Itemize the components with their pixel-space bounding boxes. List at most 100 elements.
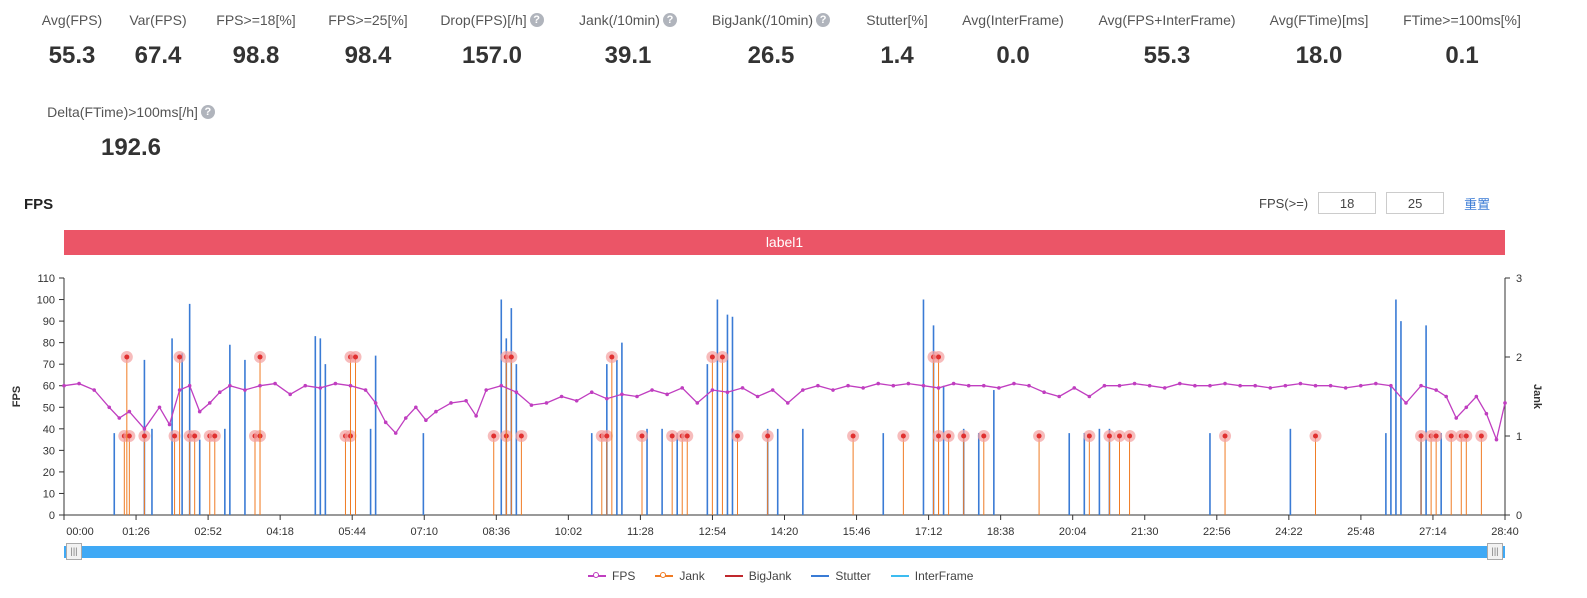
jank-marker [604,433,610,439]
fps-point [1474,394,1479,399]
fps-point [951,381,956,386]
metric-label: Avg(FTime)[ms] [1249,12,1389,28]
y-tick-label: 70 [43,359,55,371]
label-bar[interactable]: label1 [64,230,1505,255]
fps-point [1042,390,1046,394]
reset-button[interactable]: 重置 [1464,196,1491,212]
fps-threshold-input-2[interactable] [1386,192,1445,214]
jank-marker [936,433,942,439]
legend-label: Stutter [835,569,871,583]
jank-marker [1478,433,1484,439]
metric-label: Avg(FPS) [2,12,142,28]
legend-item[interactable]: FPS [588,569,635,583]
y2-tick-label: 2 [1516,352,1522,364]
metric-card: Drop(FPS)[/h]? 157.0 [422,12,562,70]
fps-point [1328,383,1333,388]
y-tick-label: 10 [43,488,55,500]
x-tick-label: 20:04 [1059,526,1087,538]
fps-point [1132,381,1137,386]
fps-point [207,401,212,405]
metric-value: 0.0 [996,42,1030,69]
y-tick-label: 90 [43,316,55,328]
metric-value: 192.6 [100,134,162,161]
fps-point [514,390,519,394]
fps-threshold-input-1[interactable] [1318,192,1377,214]
help-icon[interactable]: ? [816,13,831,27]
legend-item[interactable]: Jank [655,569,705,583]
fps-point [1283,383,1288,388]
fps-point [393,431,398,435]
x-tick-label: 21:30 [1131,526,1159,538]
metric-value: 39.1 [604,42,652,69]
y-tick-label: 60 [43,381,55,393]
help-icon[interactable]: ? [662,13,677,27]
metric-label-text: Delta(FTime)>100ms[/h] [47,104,198,120]
y2-axis-title: Jank [1531,384,1543,410]
metric-label: Delta(FTime)>100ms[/h]? [40,104,222,120]
slider-right-handle[interactable]: ||| [1487,543,1503,560]
help-icon[interactable]: ? [200,105,215,119]
fps-point [258,383,262,388]
jank-marker [961,433,967,439]
x-tick-label: 22:56 [1203,526,1231,538]
metric-value: 0.1 [1445,42,1479,69]
legend-item[interactable]: InterFrame [890,569,973,583]
metric-value: 18.0 [1295,42,1343,69]
x-tick-label: 10:02 [555,526,583,538]
fps-point [1298,381,1303,386]
legend-item[interactable]: Stutter [811,569,871,583]
fps-point [605,396,609,401]
fps-point [589,390,594,394]
metric-card: Delta(FTime)>100ms[/h]? 192.6 [40,104,222,162]
fps-point [997,386,1001,390]
fps-point [680,386,685,390]
fps-point [1343,386,1348,390]
fps-point [1193,383,1197,388]
jank-marker [192,433,198,439]
x-tick-label: 12:54 [699,526,727,538]
legend-swatch [588,572,606,578]
fps-point [499,383,504,388]
fps-point [846,383,850,388]
time-range-slider[interactable] [64,546,1505,558]
fps-point [77,381,81,386]
fps-point [1057,394,1061,399]
fps-point [1178,381,1182,386]
fps-chart: 0 10 20 30 40 50 60 70 80 90 100 110 0 1 2 3 00:00 01:26 0… [11,273,1543,538]
chart-title: FPS [24,196,54,213]
fps-point [474,414,478,418]
x-tick-label: 24:22 [1275,526,1303,538]
metric-label-text: BigJank(/10min) [711,12,814,28]
metric-label: Var(FPS) [88,12,228,28]
fps-series-line [63,382,1506,442]
metric-label: FTime>=100ms[%] [1392,12,1532,28]
fps-point [755,394,760,399]
fps-point [142,427,147,431]
legend-swatch [890,575,909,577]
jank-marker [491,433,497,439]
jank-marker [1463,433,1469,439]
metric-value: 26.5 [747,42,795,69]
fps-point [218,390,222,394]
fps-point [1464,405,1469,410]
fps-point [1208,383,1212,388]
metric-label: Drop(FPS)[/h]? [422,12,562,28]
slider-left-handle[interactable]: ||| [66,543,82,560]
fps-point [876,381,881,386]
legend-item[interactable]: BigJank [724,569,792,583]
fps-point [1374,381,1378,386]
y2-tick-label: 3 [1516,273,1522,285]
metric-card: Jank(/10min)? 39.1 [558,12,698,70]
help-icon[interactable]: ? [529,13,544,27]
metric-value: 157.0 [461,42,523,69]
x-tick-label: 01:26 [122,526,150,538]
jank-marker [124,354,130,360]
fps-point [574,399,579,403]
jank-marker [1036,433,1042,439]
jank-marker [684,433,690,439]
metric-label-text: Avg(FTime)[ms] [1269,12,1369,28]
fps-point [167,422,172,427]
fps-point [273,381,277,386]
legend-label: BigJank [748,569,792,583]
fps-point [363,388,368,392]
